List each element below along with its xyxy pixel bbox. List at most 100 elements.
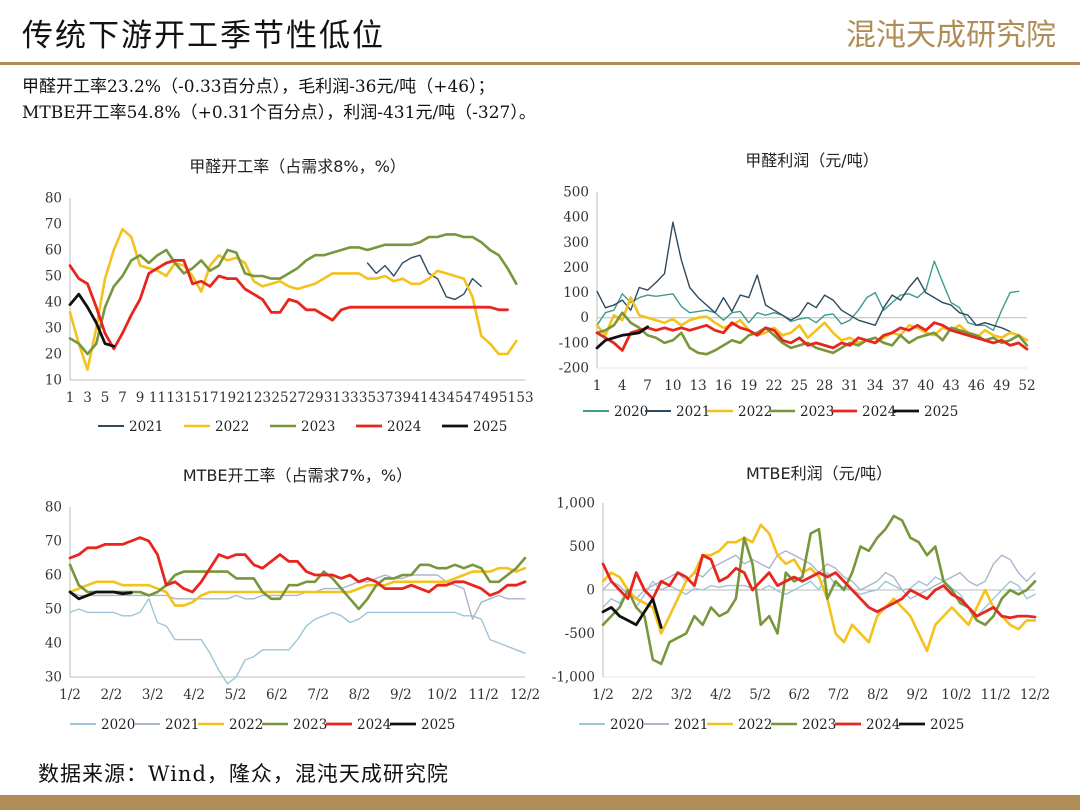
x-tick-label: 31	[841, 378, 858, 394]
x-tick-label: 45	[446, 390, 463, 406]
series-line-2021	[366, 254, 482, 301]
y-tick-label: 1,000	[556, 496, 595, 512]
x-tick-label: 9/2	[906, 687, 928, 703]
chart-mtbe-profit: MTBE利润（元/吨） -1,000 -500 0 500 1,000 1/2 2/2 3/2 4…	[545, 455, 1065, 755]
x-tick-label: 3	[83, 390, 92, 406]
x-tick-label: 41	[411, 390, 428, 406]
x-tick-label: 19	[219, 390, 236, 406]
legend-label-2021: 2021	[674, 717, 708, 733]
x-tick-label: 3/2	[142, 687, 164, 703]
x-tick-label: 17	[201, 390, 218, 406]
x-tick-label: 12/2	[1020, 687, 1050, 703]
x-tick-label: 31	[324, 390, 341, 406]
legend-label-2025: 2025	[421, 717, 455, 733]
chart-formaldehyde-profit-svg: 甲醛利润（元/吨） -200 -100 0 100 200 300 400 500 1 4 7 10 13…	[559, 151, 1036, 420]
legend-label-2020: 2020	[101, 717, 135, 733]
legend-label-2024: 2024	[862, 404, 896, 420]
x-tick-label: 37	[892, 378, 909, 394]
x-tick-label: 49	[993, 378, 1010, 394]
y-tick-label: 300	[563, 235, 589, 251]
x-tick-label: 7	[118, 390, 127, 406]
x-tick-label: 21	[236, 390, 253, 406]
x-tick-label: 47	[464, 390, 481, 406]
series-line-2020	[596, 260, 1020, 332]
legend-label-2022: 2022	[215, 419, 249, 435]
y-tick-label: 50	[45, 269, 62, 285]
x-tick-label: 12/2	[510, 687, 540, 703]
y-tick-label: 10	[45, 373, 62, 389]
x-tick-label: 10	[664, 378, 681, 394]
legend-label-2025: 2025	[930, 717, 964, 733]
x-tick-label: 27	[289, 390, 306, 406]
x-tick-label: 4/2	[183, 687, 205, 703]
x-tick-label: 8/2	[349, 687, 371, 703]
x-tick-label: 1/2	[592, 687, 614, 703]
x-tick-label: 1	[66, 390, 75, 406]
x-tick-label: 3/2	[671, 687, 693, 703]
series-line-2025	[68, 292, 116, 348]
legend-label-2023: 2023	[293, 717, 327, 733]
legend-label-2020: 2020	[614, 404, 648, 420]
legend-label-2021: 2021	[165, 717, 199, 733]
logo-text: 混沌天成研究院	[846, 18, 1056, 53]
x-tick-label: 11/2	[981, 687, 1011, 703]
x-tick-label: 43	[943, 378, 960, 394]
x-tick-label: 10/2	[427, 687, 457, 703]
y-tick-label: 60	[45, 568, 62, 584]
x-tick-label: 10/2	[941, 687, 971, 703]
summary-line-2: MTBE开工率54.8%（+0.31个百分点），利润-431元/吨（-327）。	[22, 103, 536, 123]
x-tick-label: 22	[765, 378, 782, 394]
summary-line-1: 甲醛开工率23.2%（-0.33百分点），毛利润-36元/吨（+46）；	[22, 77, 495, 97]
chart-mtbe-rate-svg: MTBE开工率（占需求7%，%） 30 40 50 60 70 80 1/2 2/2 3/2 4/2…	[45, 466, 540, 733]
y-tick-label: 30	[45, 321, 62, 337]
legend-label-2022: 2022	[738, 717, 772, 733]
x-tick-label: 53	[516, 390, 533, 406]
x-tick-label: 39	[394, 390, 411, 406]
series-line-2020	[69, 598, 526, 685]
legend-label-2023: 2023	[802, 717, 836, 733]
y-tick-label: 0	[586, 583, 595, 599]
y-tick-label: 100	[563, 285, 589, 301]
y-tick-label: 70	[45, 534, 62, 550]
x-tick-label: 46	[968, 378, 985, 394]
x-tick-label: 49	[481, 390, 498, 406]
x-tick-label: 5/2	[225, 687, 247, 703]
series-line-2022	[68, 566, 527, 607]
legend-label-2023: 2023	[301, 419, 335, 435]
y-tick-label: 80	[45, 191, 62, 207]
series-line-2021	[596, 221, 1011, 333]
y-tick-label: -1,000	[552, 670, 595, 686]
x-tick-label: 9/2	[390, 687, 412, 703]
x-tick-label: 19	[740, 378, 757, 394]
x-tick-label: 25	[271, 390, 288, 406]
x-tick-label: 8/2	[867, 687, 889, 703]
y-tick-label: 0	[580, 310, 589, 326]
x-tick-label: 5	[101, 390, 110, 406]
y-tick-label: 60	[45, 243, 62, 259]
x-tick-label: 4/2	[710, 687, 732, 703]
legend-label-2022: 2022	[229, 717, 263, 733]
chart-mtbe-profit-svg: MTBE利润（元/吨） -1,000 -500 0 500 1,000 1/2 2/2 3/2 4…	[552, 464, 1050, 733]
x-tick-label: 6/2	[788, 687, 810, 703]
chart-formaldehyde-profit: 甲醛利润（元/吨） -200 -100 0 100 200 300 400 500 1 4 7 10 13…	[545, 140, 1065, 450]
x-tick-label: 11	[149, 390, 166, 406]
legend-label-2023: 2023	[800, 404, 834, 420]
x-tick-label: 7	[643, 378, 652, 394]
legend-label-2021: 2021	[129, 419, 163, 435]
series-line-2025	[601, 597, 663, 629]
x-tick-label: 34	[867, 378, 884, 394]
x-tick-label: 52	[1018, 378, 1035, 394]
chart-title: MTBE开工率（占需求7%，%）	[183, 466, 412, 485]
y-tick-label: 400	[563, 210, 589, 226]
brand-logo: 混沌天成研究院	[846, 12, 1058, 54]
x-tick-label: 25	[791, 378, 808, 394]
x-tick-label: 16	[715, 378, 732, 394]
series-line-2023	[68, 556, 527, 611]
page-title: 传统下游开工季节性低位	[22, 18, 385, 54]
x-tick-label: 40	[917, 378, 934, 394]
x-tick-label: 37	[376, 390, 393, 406]
y-tick-label: 20	[45, 347, 62, 363]
chart-formaldehyde-rate: 甲醛开工率（占需求8%，%） 10 20 30 40 50 60 70 80 1 3 5 7 9 11 13 1…	[20, 140, 540, 450]
chart-title: MTBE利润（元/吨）	[746, 464, 892, 483]
